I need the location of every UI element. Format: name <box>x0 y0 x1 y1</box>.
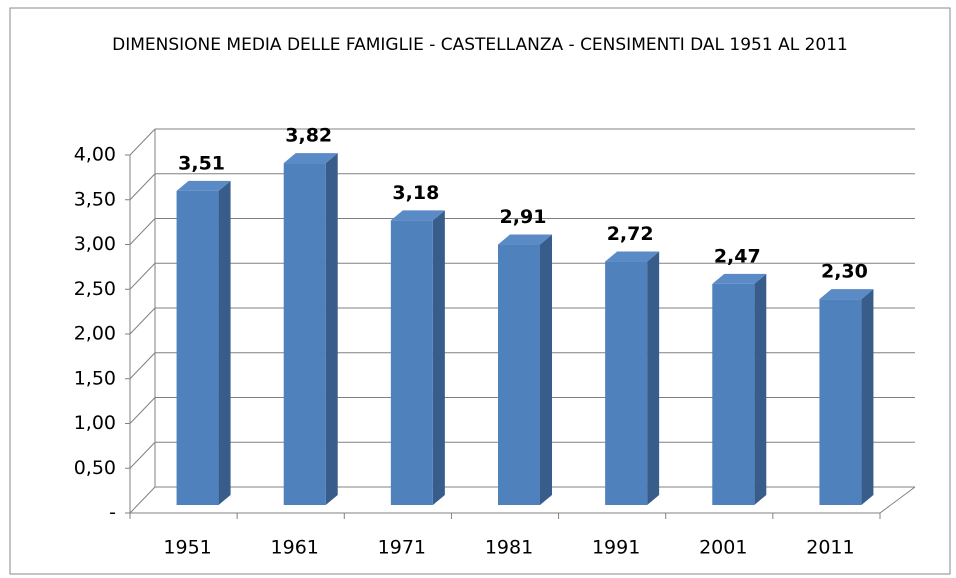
bar <box>498 244 540 505</box>
bar-side <box>325 153 338 506</box>
data-label: 2,47 <box>714 245 761 267</box>
grid-line <box>129 128 156 156</box>
bar-side <box>861 289 874 505</box>
data-label: 3,51 <box>178 152 225 174</box>
bar <box>176 190 219 506</box>
x-tick-label: 2011 <box>806 537 854 559</box>
bar-top <box>819 289 874 300</box>
y-tick-label: 3,50 <box>74 188 116 210</box>
bar-top <box>712 273 767 284</box>
grid-line <box>129 352 156 380</box>
grid-line <box>129 441 156 469</box>
x-tick-label: 1961 <box>271 537 319 559</box>
x-tick-label: 1951 <box>163 537 211 559</box>
chart-title: DIMENSIONE MEDIA DELLE FAMIGLIE - CASTEL… <box>112 35 848 55</box>
bar-side <box>754 273 767 505</box>
bar <box>712 283 755 505</box>
bar-top <box>176 180 231 191</box>
x-tick-label: 2001 <box>699 537 747 559</box>
bar-top <box>283 153 338 164</box>
bar <box>390 220 433 505</box>
y-tick-label: 0,50 <box>74 457 116 479</box>
data-label: 2,30 <box>821 261 868 283</box>
bar-side <box>432 210 445 505</box>
y-tick-label: 2,50 <box>74 278 116 300</box>
x-tick-label: 1981 <box>485 537 533 559</box>
x-tick-label: 1991 <box>592 537 640 559</box>
data-label: 3,18 <box>392 182 439 204</box>
bar-side <box>540 234 552 505</box>
x-tick-label: 1971 <box>378 537 426 559</box>
floor-line <box>879 486 916 514</box>
y-tick-label: 1,00 <box>74 412 116 434</box>
grid-line <box>129 218 156 245</box>
bar <box>283 163 326 506</box>
y-tick-label: 4,00 <box>74 144 116 166</box>
bar <box>819 299 862 505</box>
grid-line <box>129 173 156 201</box>
y-tick-label: 3,00 <box>74 233 116 255</box>
y-tick-label: 2,00 <box>74 323 116 345</box>
grid-line <box>129 397 156 424</box>
bar-top <box>498 234 552 245</box>
y-tick-label: 1,50 <box>74 367 116 389</box>
grid-line <box>129 262 156 290</box>
bar-side <box>218 180 231 506</box>
chart-frame <box>9 7 951 575</box>
grid-line <box>129 307 156 335</box>
data-label: 3,82 <box>285 125 332 147</box>
y-tick-label: - <box>109 502 116 524</box>
bar-top <box>390 210 445 221</box>
bar <box>605 261 648 505</box>
data-label: 2,72 <box>607 223 654 245</box>
data-label: 2,91 <box>500 206 547 228</box>
bar-side <box>647 251 660 505</box>
grid-line <box>129 486 156 514</box>
bar-top <box>605 251 660 262</box>
